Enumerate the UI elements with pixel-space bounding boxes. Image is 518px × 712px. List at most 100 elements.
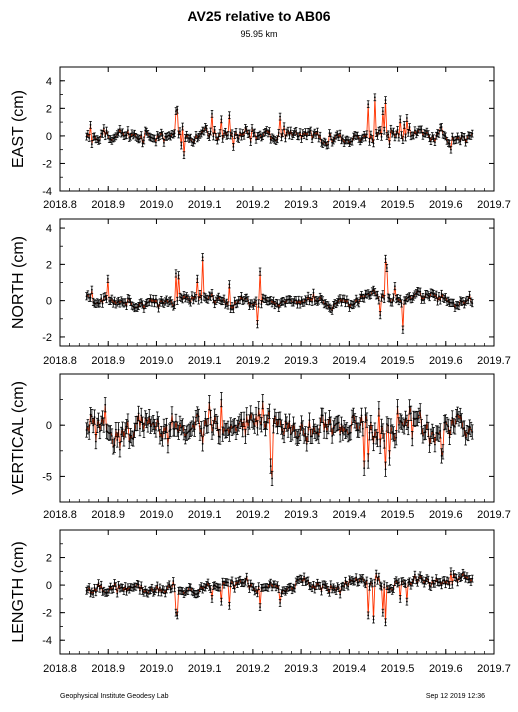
data-point-north xyxy=(212,298,215,301)
x-tick-label-length: 2018.8 xyxy=(43,663,77,675)
data-point-length xyxy=(244,580,247,583)
data-point-north xyxy=(411,298,414,300)
data-point-length xyxy=(90,590,93,593)
data-point-vertical xyxy=(145,419,148,422)
x-tick-label-vertical: 2019.3 xyxy=(284,509,318,521)
y-tick-label-east: -2 xyxy=(42,158,52,170)
data-point-east xyxy=(124,134,127,137)
data-point-east xyxy=(209,130,212,133)
data-point-vertical xyxy=(422,434,424,437)
data-point-vertical xyxy=(415,417,418,420)
data-point-length xyxy=(227,581,229,584)
data-point-vertical xyxy=(188,430,191,433)
data-point-vertical xyxy=(340,423,343,426)
data-point-north xyxy=(144,303,147,306)
data-point-vertical xyxy=(122,437,125,440)
data-point-length xyxy=(97,582,100,585)
data-point-north xyxy=(259,270,261,273)
data-point-east xyxy=(392,130,395,133)
data-point-north xyxy=(347,301,350,304)
data-point-east xyxy=(122,135,125,138)
data-point-length xyxy=(320,590,323,593)
data-point-vertical xyxy=(197,415,200,418)
y-axis-label-length: LENGTH (cm) xyxy=(10,541,27,642)
data-point-vertical xyxy=(411,437,414,440)
data-point-east xyxy=(213,128,216,131)
data-point-vertical xyxy=(227,427,229,430)
data-point-north xyxy=(241,299,244,302)
data-point-north xyxy=(470,300,472,303)
data-point-vertical xyxy=(313,430,316,433)
data-point-north xyxy=(442,296,444,299)
data-point-north xyxy=(188,299,191,302)
data-point-east xyxy=(471,132,474,135)
data-point-north xyxy=(100,297,103,300)
data-point-length xyxy=(317,584,320,587)
data-point-vertical xyxy=(164,430,167,433)
y-tick-label-vertical: -5 xyxy=(42,471,52,483)
data-point-length xyxy=(375,572,378,575)
data-point-east xyxy=(223,132,225,135)
data-point-north xyxy=(279,302,281,305)
data-point-north xyxy=(227,304,229,307)
data-point-east xyxy=(279,115,281,118)
data-point-east xyxy=(291,135,293,137)
data-point-north xyxy=(423,298,426,301)
data-point-east xyxy=(92,136,95,138)
data-point-length xyxy=(212,585,215,587)
data-point-east xyxy=(341,137,344,140)
data-point-north xyxy=(108,300,111,302)
data-point-east xyxy=(450,148,452,151)
data-point-length xyxy=(223,583,225,586)
data-point-north xyxy=(399,297,402,300)
data-point-east xyxy=(439,126,442,129)
data-point-length xyxy=(352,580,355,583)
data-point-length xyxy=(428,584,431,587)
data-point-north xyxy=(159,301,161,304)
data-point-vertical xyxy=(112,445,115,448)
data-point-east xyxy=(399,118,402,121)
data-point-length xyxy=(173,587,176,590)
data-point-north xyxy=(409,298,412,301)
data-point-north xyxy=(456,304,459,307)
data-point-north xyxy=(427,294,430,297)
data-point-east xyxy=(343,142,346,144)
data-point-length xyxy=(169,588,172,591)
data-point-north xyxy=(127,297,129,300)
data-point-east xyxy=(193,139,196,142)
data-point-east xyxy=(104,135,107,138)
data-point-east xyxy=(404,136,407,139)
data-point-vertical xyxy=(269,465,272,468)
data-point-vertical xyxy=(414,418,416,421)
data-point-east xyxy=(395,133,398,136)
data-point-vertical xyxy=(468,426,471,428)
data-point-length xyxy=(152,591,155,594)
data-point-north xyxy=(341,297,344,300)
data-point-vertical xyxy=(442,450,444,453)
data-point-east xyxy=(397,136,400,139)
data-point-length xyxy=(279,602,281,604)
data-point-length xyxy=(297,579,300,581)
x-tick-label-length: 2019.6 xyxy=(429,663,463,675)
data-point-east xyxy=(288,134,291,137)
data-point-length xyxy=(446,579,448,582)
data-point-length xyxy=(257,585,260,588)
data-point-east xyxy=(118,128,121,130)
data-point-north xyxy=(215,299,217,302)
data-point-vertical xyxy=(321,414,324,417)
data-point-east xyxy=(137,138,140,141)
data-point-north xyxy=(247,299,249,302)
x-tick-label-vertical: 2018.8 xyxy=(43,509,77,521)
data-point-length xyxy=(305,580,308,582)
data-point-north xyxy=(377,299,380,302)
data-point-length xyxy=(361,577,364,579)
data-point-vertical xyxy=(267,414,269,417)
data-point-vertical xyxy=(141,423,144,426)
data-point-vertical xyxy=(185,432,188,435)
data-point-vertical xyxy=(90,415,93,418)
data-point-east xyxy=(253,131,256,134)
y-tick-label-north: -2 xyxy=(42,332,52,344)
data-point-east xyxy=(98,139,101,141)
data-point-east xyxy=(221,137,224,140)
data-point-vertical xyxy=(148,415,151,418)
